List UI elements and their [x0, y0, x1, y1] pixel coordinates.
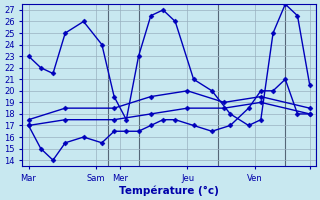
X-axis label: Température (°c): Température (°c): [119, 185, 219, 196]
